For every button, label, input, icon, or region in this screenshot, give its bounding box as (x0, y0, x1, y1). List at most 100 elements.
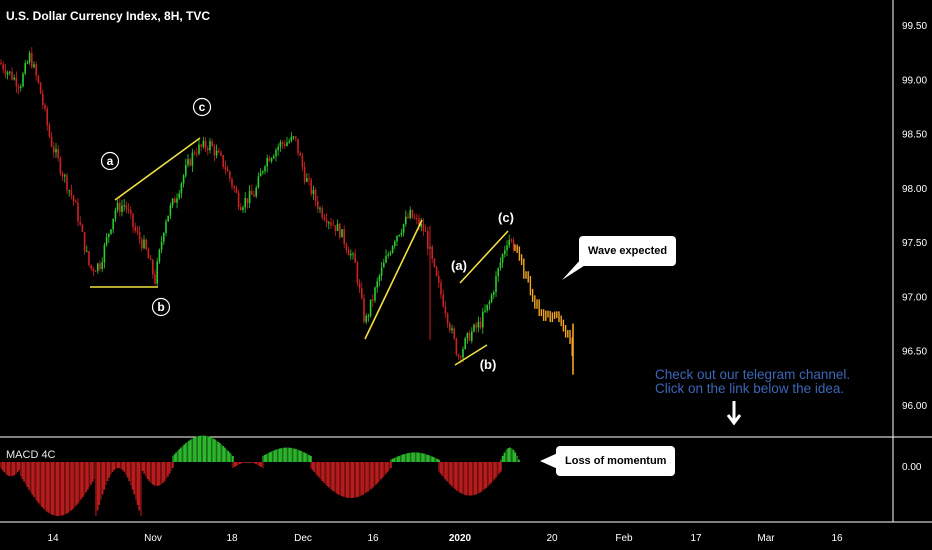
macd-bar (344, 462, 347, 498)
macd-bar (55, 462, 58, 516)
candle-body (240, 207, 242, 211)
macd-bar (96, 462, 99, 511)
macd-bar (270, 451, 273, 462)
candle-body (141, 239, 143, 249)
macd-bar (140, 462, 142, 468)
macd-bar (391, 458, 394, 462)
macd-bar (491, 462, 494, 482)
macd-bar (210, 437, 213, 462)
macd-bar (59, 462, 61, 516)
macd-bar (57, 462, 60, 516)
macd-bar (276, 449, 279, 462)
candle-body (66, 175, 68, 191)
macd-bar (423, 453, 425, 462)
macd-bar (347, 462, 350, 498)
macd-bar (21, 462, 24, 480)
candle-body (59, 158, 62, 174)
macd-bar (11, 462, 14, 477)
macd-bar (237, 462, 239, 465)
macd-bar (398, 455, 401, 462)
candle-body (171, 198, 174, 206)
macd-bar (78, 462, 81, 502)
macd-bar (245, 462, 248, 463)
candle-body (444, 306, 447, 314)
macd-bar (75, 462, 78, 506)
macd-bar (260, 462, 263, 467)
macd-bar (310, 456, 312, 462)
time-tick-label: Nov (144, 533, 162, 544)
macd-bar (273, 450, 276, 462)
macd-bar (64, 462, 66, 515)
candle-body (396, 235, 398, 242)
macd-bar (233, 462, 236, 467)
candle-body (64, 175, 66, 177)
candle-body (266, 157, 268, 167)
macd-bar (381, 462, 384, 478)
macd-bar (318, 462, 320, 478)
macd-bar (172, 462, 174, 468)
candle-body (180, 183, 183, 194)
macd-bar (161, 462, 164, 484)
candle-body (356, 262, 359, 284)
candle-body (114, 210, 117, 219)
candle-body (323, 217, 326, 220)
macd-bar (295, 449, 297, 462)
macd-bar (285, 447, 287, 462)
macd-bar (113, 462, 116, 471)
price-tick-label: 96.50 (902, 347, 927, 358)
candle-body (163, 233, 165, 242)
macd-bar (411, 452, 414, 462)
macd-bar (339, 462, 342, 496)
macd-bar (101, 462, 104, 495)
macd-bar (199, 435, 202, 462)
macd-bar (470, 462, 473, 496)
macd-bar (268, 452, 271, 462)
macd-bar (350, 462, 353, 498)
macd-bar (111, 462, 114, 472)
candle-body (510, 239, 513, 241)
candle-body (376, 281, 378, 288)
candle-body (86, 251, 88, 253)
macd-bar (253, 462, 256, 464)
macd-bar (399, 455, 402, 462)
macd-bar (201, 435, 203, 462)
wave-label-b: b (151, 297, 171, 317)
macd-bar (380, 462, 383, 480)
macd-bar (280, 448, 283, 462)
macd-bar (442, 462, 445, 478)
macd-bar (228, 452, 231, 462)
trendline-channel-upper (459, 230, 509, 284)
macd-bar (291, 448, 294, 462)
candle-body (209, 141, 211, 151)
macd-bar (433, 457, 435, 462)
macd-bar (396, 456, 399, 462)
macd-bar (493, 462, 496, 480)
macd-bar (510, 448, 513, 462)
macd-bar (262, 456, 264, 462)
macd-bar (172, 456, 174, 462)
macd-bar (262, 462, 264, 468)
candle-body (26, 62, 29, 64)
price-tick-label: 99.50 (902, 21, 927, 32)
candle-body (332, 224, 334, 226)
macd-bar (242, 462, 244, 463)
candle-body (17, 86, 20, 89)
macd-bar (105, 462, 107, 486)
macd-bar (436, 458, 439, 462)
macd-bar (404, 453, 407, 462)
candle-body (281, 142, 284, 144)
macd-bar (126, 462, 129, 478)
candle-body (53, 146, 55, 153)
candle-body (347, 250, 350, 256)
candle-body (200, 144, 202, 147)
macd-bar (184, 443, 187, 462)
candle-body (416, 218, 418, 220)
candle-body (213, 146, 216, 156)
macd-bar (207, 436, 210, 462)
candle-body (462, 348, 464, 358)
macd-bar (376, 462, 379, 483)
macd-bar (354, 462, 356, 498)
macd-histogram (0, 435, 520, 516)
macd-bar (163, 462, 166, 482)
macd-bar (217, 441, 220, 462)
